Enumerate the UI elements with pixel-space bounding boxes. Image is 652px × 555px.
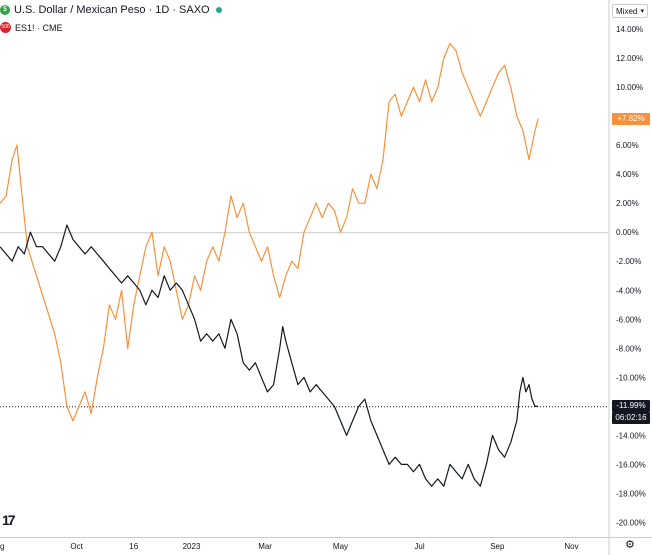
price-axis[interactable]: 14.00%12.00%10.00%8.00%6.00%4.00%2.00%0.… [608, 0, 646, 555]
y-tick-label: -2.00% [616, 257, 641, 266]
black-value-badge: -11.99% [612, 400, 650, 413]
y-tick-label: 6.00% [616, 141, 639, 150]
countdown-text: 06:02:16 [615, 413, 647, 423]
y-tick-label: 4.00% [616, 170, 639, 179]
x-tick-label: Nov [564, 542, 578, 551]
scale-mode-label: Mixed [616, 7, 638, 16]
y-tick-label: -6.00% [616, 315, 641, 324]
y-tick-label: -14.00% [616, 431, 646, 440]
x-tick-label: Sep [490, 542, 505, 551]
legend-series-usd-mxn[interactable]: $ U.S. Dollar / Mexican Peso · 1D · SAXO [0, 4, 222, 16]
orange-value-badge: +7.82% [612, 112, 650, 125]
chevron-down-icon: ▾ [640, 8, 644, 15]
gear-icon[interactable]: ⚙ [625, 539, 635, 551]
x-tick-label: g [0, 542, 4, 551]
x-tick-label: Oct [70, 542, 83, 551]
countdown-badge: 06:02:16 [612, 412, 650, 425]
y-tick-label: -10.00% [616, 373, 646, 382]
y-tick-label: -16.00% [616, 460, 646, 469]
legend-usd-mxn-title: U.S. Dollar / Mexican Peso · 1D · SAXO [14, 4, 210, 16]
y-tick-label: 0.00% [616, 228, 639, 237]
y-tick-label: -8.00% [616, 344, 641, 353]
es-500-icon: 500 [0, 22, 11, 33]
y-tick-label: -20.00% [616, 518, 646, 527]
y-tick-label: 12.00% [616, 54, 643, 63]
y-tick-label: 10.00% [616, 83, 643, 92]
x-tick-label: 16 [129, 542, 138, 551]
x-tick-label: May [333, 542, 348, 551]
series-line-es1[interactable] [0, 224, 539, 487]
series-line-usd-mxn[interactable] [0, 42, 539, 422]
x-tick-label: 2023 [183, 542, 201, 551]
y-tick-label: 2.00% [616, 199, 639, 208]
x-tick-label: Mar [258, 542, 272, 551]
status-dot-icon [215, 7, 222, 13]
legend-es1-title: ES1! · CME [15, 22, 63, 33]
x-tick-label: Jul [414, 542, 424, 551]
tradingview-logo-icon: 17 [2, 512, 16, 528]
y-tick-label: -18.00% [616, 489, 646, 498]
legend-series-es1[interactable]: 500 ES1! · CME [0, 22, 63, 33]
scale-mode-dropdown[interactable]: Mixed ▾ [612, 4, 648, 18]
y-tick-label: -4.00% [616, 286, 641, 295]
time-axis[interactable]: g Oct 16 2023 Mar May Jul Sep Nov [0, 537, 652, 552]
y-tick-label: 14.00% [616, 25, 643, 34]
dollar-icon: $ [0, 5, 10, 15]
black-value-text: -11.99% [616, 401, 646, 411]
orange-value-text: +7.82% [617, 113, 645, 123]
